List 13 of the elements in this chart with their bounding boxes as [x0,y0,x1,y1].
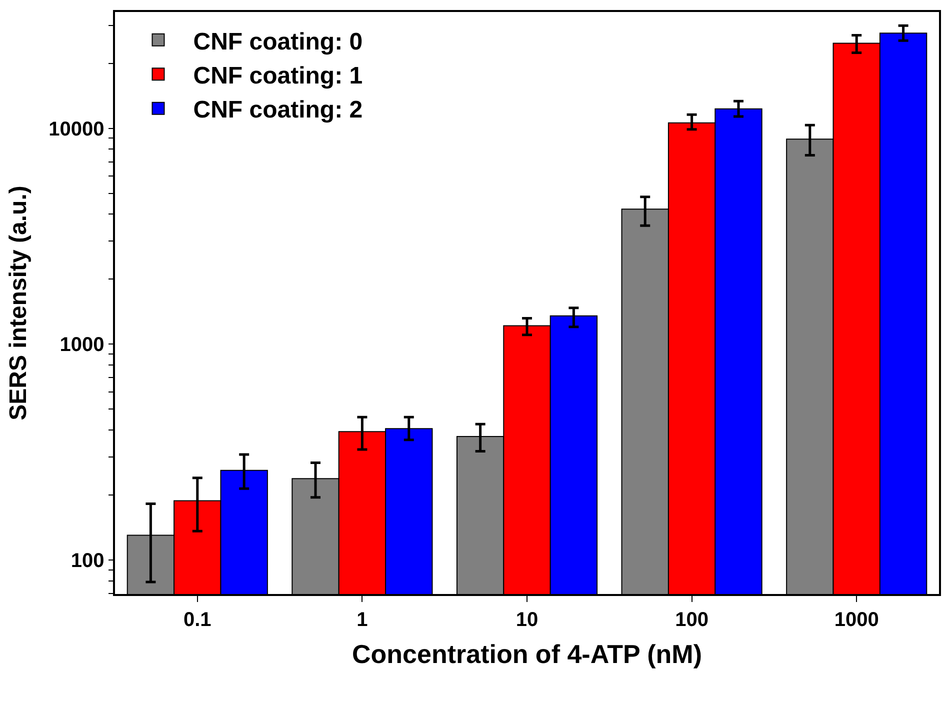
legend-label: CNF coating: 0 [193,28,363,56]
y-tick-label: 100 [70,550,104,572]
y-tick-label: 1000 [60,334,104,356]
x-tick-label: 0.1 [183,608,212,631]
x-tick-label: 100 [675,608,708,631]
x-tick-label: 10 [516,608,538,631]
y-axis-title: SERS intensity (a.u.) [5,186,32,420]
x-tick-label: 1000 [834,608,879,631]
x-tick-label: 1 [356,608,368,631]
legend-label: CNF coating: 1 [193,62,363,90]
y-tick-label: 10000 [48,118,104,140]
x-axis-title: Concentration of 4-ATP (nM) [352,638,702,669]
legend-label: CNF coating: 2 [193,96,363,124]
